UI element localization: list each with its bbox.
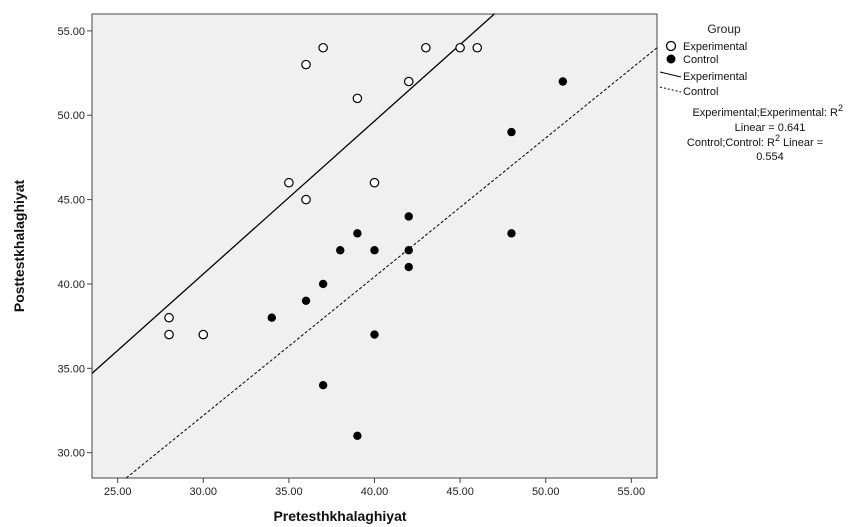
x-tick-label: 30.00 (190, 486, 218, 498)
point-experimental (318, 42, 328, 53)
x-tick-label: 40.00 (361, 486, 389, 498)
y-axis-title: Posttestkhalaghiyat (11, 180, 27, 313)
point-experimental (284, 177, 294, 188)
annotation-control-line3: 0.554 (756, 151, 784, 163)
point-experimental (301, 194, 311, 205)
x-tick-label: 55.00 (618, 486, 646, 498)
annotation-control-text: Control;Control: R (687, 137, 775, 149)
point-control (318, 279, 328, 289)
axes: 25.00 30.00 35.00 40.00 45.00 50.00 55.00 30.00… (57, 26, 645, 498)
y-tick-label: 50.00 (57, 110, 85, 122)
annotation-control-linear: Linear = (780, 137, 823, 149)
annotation-control-line1: Control;Control: R2 Linear = (687, 133, 823, 149)
point-control (318, 381, 328, 390)
point-control (370, 246, 379, 255)
point-control (507, 127, 516, 137)
point-control (507, 229, 516, 238)
legend: Group Experimental Control Experimental … (659, 22, 747, 98)
annotation-experimental-line1: Experimental;Experimental: R2 (692, 103, 843, 119)
point-experimental (472, 42, 483, 53)
point-experimental (164, 329, 174, 340)
legend-marker-control (666, 54, 676, 64)
fit-line-control (125, 47, 658, 479)
annotation-control-superscript: 2 (775, 133, 780, 143)
legend-line-experimental (659, 71, 682, 78)
plot-area (91, 13, 658, 479)
legend-title: Group (707, 22, 741, 36)
y-tick-label: 55.00 (57, 26, 85, 38)
point-control (267, 313, 276, 322)
annotation-experimental-superscript: 2 (838, 103, 843, 113)
y-tick-label: 40.00 (57, 279, 85, 291)
y-tick-label: 35.00 (57, 363, 85, 375)
annotation-experimental-text: Experimental;Experimental: R (692, 107, 838, 119)
x-axis-title: Pretesthkhalaghiyat (273, 508, 406, 524)
x-tick-label: 45.00 (446, 486, 474, 498)
legend-label-control-line: Control (683, 86, 718, 98)
point-control (301, 296, 311, 306)
legend-label-experimental-line: Experimental (683, 71, 747, 83)
x-tick-label: 50.00 (532, 486, 560, 498)
point-experimental (164, 312, 174, 323)
point-control (404, 262, 413, 272)
point-control (370, 330, 379, 339)
x-tick-label: 25.00 (104, 486, 132, 498)
fit-line-experimental (91, 13, 495, 374)
point-experimental (421, 42, 431, 53)
point-control (404, 212, 413, 221)
point-control (336, 246, 345, 255)
point-experimental (352, 93, 363, 104)
point-control (353, 229, 362, 238)
y-tick-label: 30.00 (57, 448, 85, 460)
data-points (164, 42, 568, 441)
legend-line-control (659, 86, 682, 93)
legend-marker-experimental (665, 40, 677, 52)
x-tick-label: 35.00 (275, 486, 303, 498)
point-experimental (301, 59, 311, 70)
y-tick-label: 45.00 (57, 195, 85, 207)
point-experimental (455, 42, 465, 53)
point-control (558, 77, 568, 86)
point-control (404, 246, 413, 255)
fit-lines (91, 13, 658, 479)
legend-label-experimental-marker: Experimental (683, 41, 747, 53)
legend-label-control-marker: Control (683, 54, 718, 66)
point-experimental (369, 177, 380, 188)
point-experimental (198, 329, 209, 340)
point-control (353, 431, 362, 441)
annotation-experimental-line2: Linear = 0.641 (735, 122, 806, 134)
point-experimental (403, 76, 414, 87)
r-squared-annotations: Experimental;Experimental: R2 Linear = 0… (687, 103, 843, 163)
